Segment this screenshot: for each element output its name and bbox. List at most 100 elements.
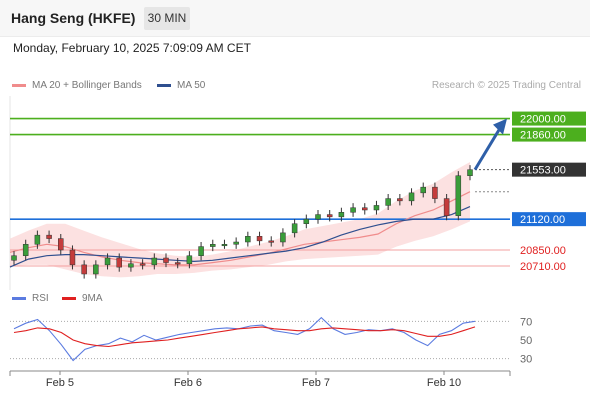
- level-21120-00-label: 21120.00: [520, 214, 565, 226]
- candle-body: [268, 240, 274, 243]
- level-20710-00-label: 20710.00: [520, 261, 566, 273]
- candle-body: [408, 192, 415, 202]
- candle: [397, 194, 403, 206]
- x-tick-label: Feb 5: [46, 377, 74, 389]
- candle: [245, 231, 251, 247]
- candle-body: [69, 249, 76, 266]
- candle-body: [210, 244, 216, 247]
- candle: [221, 239, 228, 249]
- rsi-line: [13, 316, 476, 362]
- candle: [93, 260, 99, 279]
- level-21553-00-tag: [512, 162, 586, 177]
- legend-9ma: 9MA: [62, 293, 103, 304]
- x-tick-label: Feb 10: [427, 377, 461, 389]
- candle: [280, 228, 286, 247]
- ma20-line: [9, 191, 471, 266]
- candle: [186, 251, 193, 269]
- candle-body: [303, 218, 310, 224]
- candle-body: [93, 264, 99, 275]
- projection-arrow-head: [493, 118, 507, 135]
- header-bar: Hang Seng (HKFE) 30 MIN: [0, 0, 590, 37]
- candle: [198, 242, 204, 261]
- candle: [455, 171, 462, 221]
- candle: [303, 214, 310, 229]
- candle: [432, 182, 438, 204]
- level-21860-00-label: 21860.00: [520, 130, 566, 142]
- instrument-title: Hang Seng (HKFE): [11, 10, 136, 26]
- candle: [210, 239, 216, 252]
- candle: [116, 253, 122, 272]
- candle-body: [338, 212, 345, 218]
- candle: [58, 234, 64, 255]
- candle: [163, 253, 169, 268]
- projection-arrow-shaft: [473, 125, 503, 171]
- candle-body: [22, 244, 29, 256]
- bollinger-band-area: [10, 162, 470, 278]
- candle-body: [34, 234, 41, 245]
- candle: [443, 194, 450, 221]
- candle-body: [151, 257, 158, 266]
- legend-swatch-ma50: [157, 83, 171, 87]
- legend-label-ma50: MA 50: [177, 80, 206, 91]
- candle: [22, 239, 29, 261]
- candle: [128, 259, 134, 272]
- candle: [350, 203, 356, 217]
- datetime-label: Monday, February 10, 2025 7:09:09 AM CET: [13, 41, 251, 55]
- candle: [69, 245, 76, 270]
- candle-body: [233, 241, 239, 245]
- candle-body: [350, 207, 356, 213]
- candle-body: [245, 236, 251, 243]
- ma50-line: [9, 206, 471, 268]
- level-20850-00-label: 20850.00: [520, 245, 566, 257]
- candle: [467, 165, 473, 181]
- candle-body: [174, 262, 181, 265]
- candle-body: [58, 238, 64, 251]
- level-21860-00-tag: [512, 127, 586, 142]
- candle: [362, 203, 368, 215]
- candle-body: [46, 234, 52, 239]
- candle-body: [432, 186, 438, 199]
- candle-body: [373, 205, 380, 211]
- x-tick-label: Feb 7: [302, 377, 330, 389]
- candle: [315, 210, 321, 224]
- x-tick-label: Feb 6: [174, 377, 202, 389]
- candle-body: [326, 214, 333, 218]
- candle-body: [81, 264, 87, 275]
- candle-body: [291, 223, 298, 234]
- candle-body: [420, 186, 426, 194]
- legend-ma50: MA 50: [157, 80, 205, 91]
- candle: [233, 237, 239, 249]
- candle: [338, 207, 345, 222]
- candle: [46, 230, 52, 244]
- candle-body: [186, 255, 193, 264]
- candle: [34, 230, 41, 249]
- candle: [408, 188, 415, 206]
- candle-body: [104, 257, 111, 266]
- candle: [81, 260, 87, 279]
- candle-body: [362, 207, 368, 211]
- candle: [420, 182, 426, 198]
- legend-rsi: RSI: [12, 293, 49, 304]
- candle: [11, 251, 17, 265]
- candle-body: [221, 244, 228, 247]
- candle-body: [139, 263, 146, 266]
- legend-swatch-9ma: [62, 296, 76, 300]
- candle-body: [128, 263, 134, 268]
- legend-label-9ma: 9MA: [82, 293, 103, 304]
- level-21553-00-label: 21553.00: [520, 165, 566, 177]
- candle-body: [280, 232, 286, 243]
- rsi-tick-label: 70: [520, 316, 532, 328]
- candle: [104, 253, 111, 270]
- candle: [385, 194, 391, 210]
- candle-body: [116, 257, 122, 268]
- rsi-tick-label: 50: [520, 335, 532, 347]
- rsi-tick-label: 30: [520, 354, 532, 366]
- level-22000-00-label: 22000.00: [520, 114, 566, 126]
- timeframe-button[interactable]: 30 MIN: [144, 7, 190, 30]
- candle-body: [315, 214, 321, 220]
- level-22000-00-tag: [512, 111, 586, 126]
- legend-swatch-ma20: [12, 83, 26, 87]
- legend-ma20-bollinger: MA 20 + Bollinger Bands: [12, 80, 142, 91]
- candle-body: [385, 198, 391, 206]
